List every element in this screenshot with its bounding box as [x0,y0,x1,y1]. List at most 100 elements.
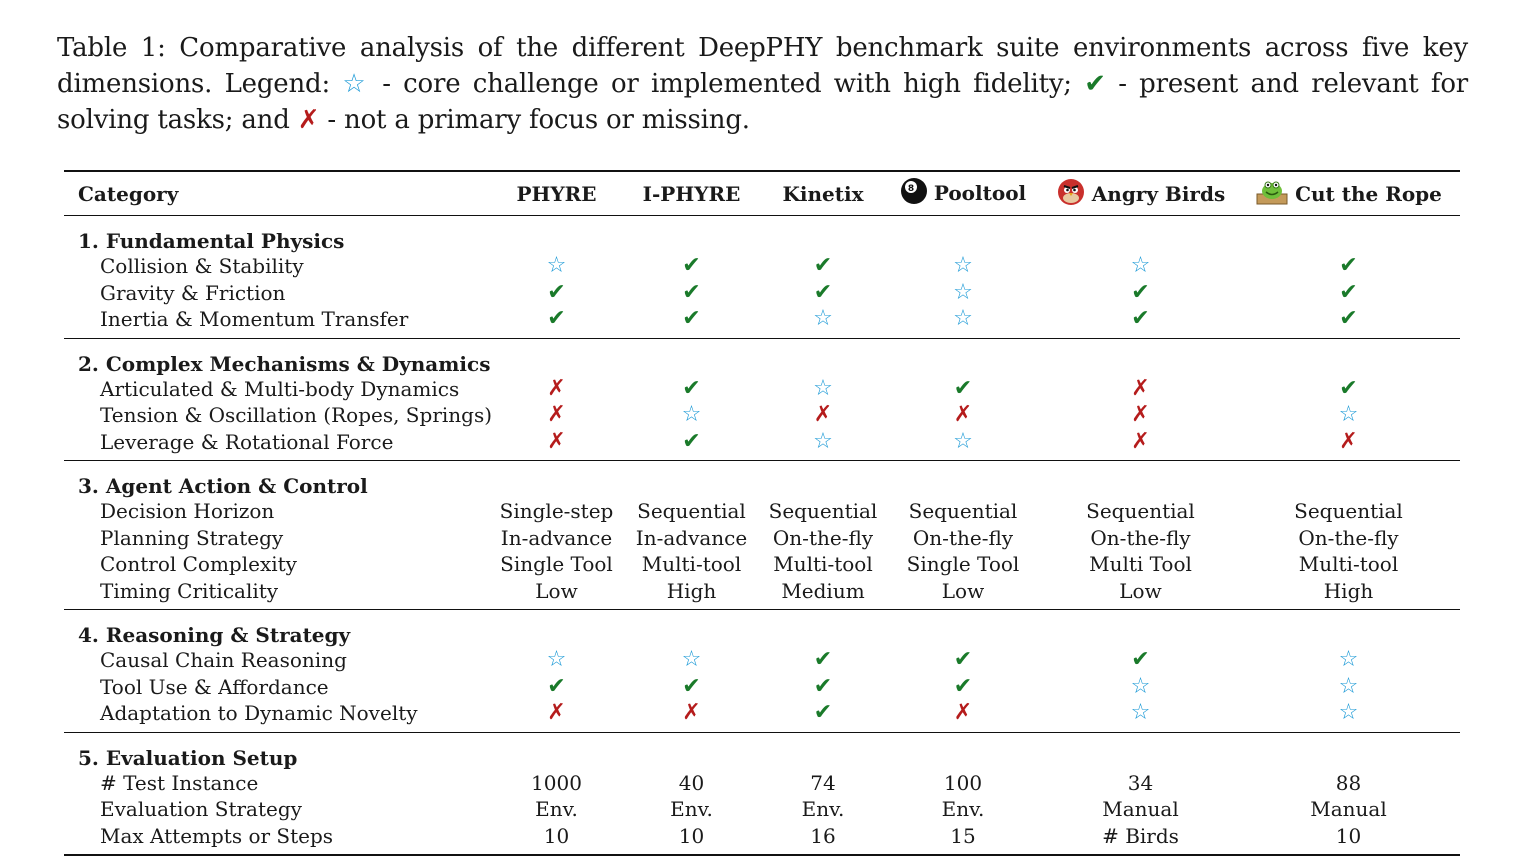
row-label: Max Attempts or Steps [100,823,334,848]
table-caption: Table 1: Comparative analysis of the dif… [57,30,1468,138]
cell-i-phyre-check-icon: ✔ [682,428,701,454]
section-2: 2. Complex Mechanisms & Dynamics Articula… [64,338,1460,461]
cell-cut-the-rope-cross-icon: ✗ [1339,428,1358,454]
caption-text-1: Table 1: Comparative analysis of the dif… [57,33,1468,99]
cell-kinetix-check-icon: ✔ [813,700,833,726]
cell-angry-birds: Multi Tool [1089,552,1192,577]
legend-check-icon: ✔ [1084,69,1106,99]
cell-phyre-star-icon: ☆ [546,253,567,279]
header-label: Pooltool [933,181,1027,205]
cell-cut-the-rope: On-the-fly [1298,525,1399,550]
cell-i-phyre: Multi-tool [641,552,742,577]
cell-pooltool: Low [941,578,985,603]
section-title: 3. Agent Action & Control [78,474,368,498]
cell-pooltool-cross-icon: ✗ [953,402,973,428]
cell-pooltool-check-icon: ✔ [953,647,973,673]
section-1: 1. Fundamental Physics Collision & Stabil… [64,216,1460,338]
cell-kinetix-check-icon: ✔ [813,279,833,305]
cell-kinetix: Medium [781,578,865,603]
section-title: 5. Evaluation Setup [78,745,298,770]
section-header-row: 2. Complex Mechanisms & Dynamics [64,338,1460,376]
header-pooltool: 8 Pooltool [882,170,1044,216]
caption-text-4: - not a primary focus or missing. [319,105,750,135]
cell-angry-birds: # Birds [1102,823,1179,848]
svg-text:8: 8 [908,184,914,194]
cell-cut-the-rope-star-icon: ☆ [1338,402,1359,428]
cell-kinetix-check-icon: ✔ [813,673,833,699]
row-label: Causal Chain Reasoning [100,648,347,673]
spacer-cell [64,849,1460,855]
table-row: Max Attempts or Steps 10 10 16 15 # Birds 10 [64,823,1460,850]
cell-kinetix: Multi-tool [773,552,873,577]
legend-star-icon: ☆ [342,69,370,99]
cut-the-rope-om-nom-icon [1255,176,1289,211]
cell-pooltool-star-icon: ☆ [953,253,973,279]
table-row: Articulated & Multi-body Dynamics ✗ ✔ ☆ ✔ ✗ ✔ [64,376,1460,403]
header-cut-the-rope: Cut the Rope [1237,170,1460,216]
cell-pooltool: Single Tool [906,552,1020,577]
cell-i-phyre: Sequential [637,499,746,524]
cell-kinetix-star-icon: ☆ [813,375,833,401]
cell-cut-the-rope: Multi-tool [1298,552,1399,577]
header-angry-birds: Angry Birds [1044,170,1237,216]
cell-pooltool: 100 [943,770,983,795]
cell-cut-the-rope: 10 [1335,823,1362,848]
cell-phyre-cross-icon: ✗ [547,700,566,726]
header-category: Category [64,170,494,216]
cell-pooltool-star-icon: ☆ [953,428,973,454]
cell-i-phyre-check-icon: ✔ [682,673,701,699]
table-row: Tension & Oscillation (Ropes, Springs) ✗ ☆… [64,402,1460,429]
cell-i-phyre-check-icon: ✔ [682,279,701,305]
cell-i-phyre-star-icon: ☆ [681,402,702,428]
row-label: Leverage & Rotational Force [100,429,394,454]
row-label: Planning Strategy [100,525,284,550]
cell-cut-the-rope: Manual [1310,797,1387,822]
cell-phyre-cross-icon: ✗ [547,428,566,454]
header-label: Cut the Rope [1295,182,1442,206]
cell-pooltool-star-icon: ☆ [953,306,973,332]
cell-angry-birds: On-the-fly [1090,525,1191,550]
cell-i-phyre: 10 [678,823,705,848]
cell-pooltool-star-icon: ☆ [953,279,973,305]
cell-i-phyre: High [666,578,717,603]
row-label: Inertia & Momentum Transfer [100,307,409,332]
section-spacer [64,849,1460,855]
table-row: Tool Use & Affordance ✔ ✔ ✔ ✔ ☆ ☆ [64,674,1460,701]
caption-text-3: - present and relevant for solving tasks… [57,69,1469,135]
cell-phyre: 1000 [531,770,582,795]
section-header-row: 1. Fundamental Physics [64,216,1460,253]
cell-phyre-check-icon: ✔ [547,673,566,699]
cell-phyre-check-icon: ✔ [547,306,566,332]
section-header-row: 5. Evaluation Setup [64,732,1460,770]
table-row: Planning Strategy In-advance In-advance On-… [64,525,1460,552]
section-header-row: 4. Reasoning & Strategy [64,610,1460,647]
header-label: Angry Birds [1091,182,1226,206]
cell-cut-the-rope-check-icon: ✔ [1339,375,1358,401]
cell-angry-birds-cross-icon: ✗ [1131,402,1150,428]
cell-cut-the-rope-star-icon: ☆ [1338,673,1359,699]
row-label: Control Complexity [100,552,297,577]
cell-kinetix: 16 [810,823,836,848]
cell-kinetix: Sequential [768,499,878,524]
cell-pooltool: On-the-fly [912,525,1014,550]
cell-angry-birds-check-icon: ✔ [1131,647,1150,673]
cell-phyre: In-advance [500,525,613,550]
cell-kinetix: 74 [810,770,836,795]
row-label: Evaluation Strategy [100,797,302,822]
angry-bird-icon [1056,176,1086,211]
row-label: Articulated & Multi-body Dynamics [100,376,460,401]
cell-i-phyre: In-advance [635,525,748,550]
cell-phyre-check-icon: ✔ [547,279,566,305]
table-row: Adaptation to Dynamic Novelty ✗ ✗ ✔ ✗ ☆ ☆ [64,700,1460,727]
table-row: Control Complexity Single Tool Multi-tool M… [64,551,1460,578]
cell-phyre-cross-icon: ✗ [547,402,566,428]
table-row: Timing Criticality Low High Medium Low Low Hig… [64,578,1460,605]
cell-pooltool: Env. [941,797,985,822]
section-5: 5. Evaluation Setup # Test Instance 1000 40… [64,732,1460,855]
cell-i-phyre-star-icon: ☆ [681,647,702,673]
table-row: Inertia & Momentum Transfer ✔ ✔ ☆ ☆ ✔ ✔ [64,306,1460,333]
cell-kinetix: On-the-fly [772,525,874,550]
cell-angry-birds: Manual [1102,797,1179,822]
cell-angry-birds: Low [1119,578,1162,603]
cell-angry-birds-cross-icon: ✗ [1131,375,1150,401]
